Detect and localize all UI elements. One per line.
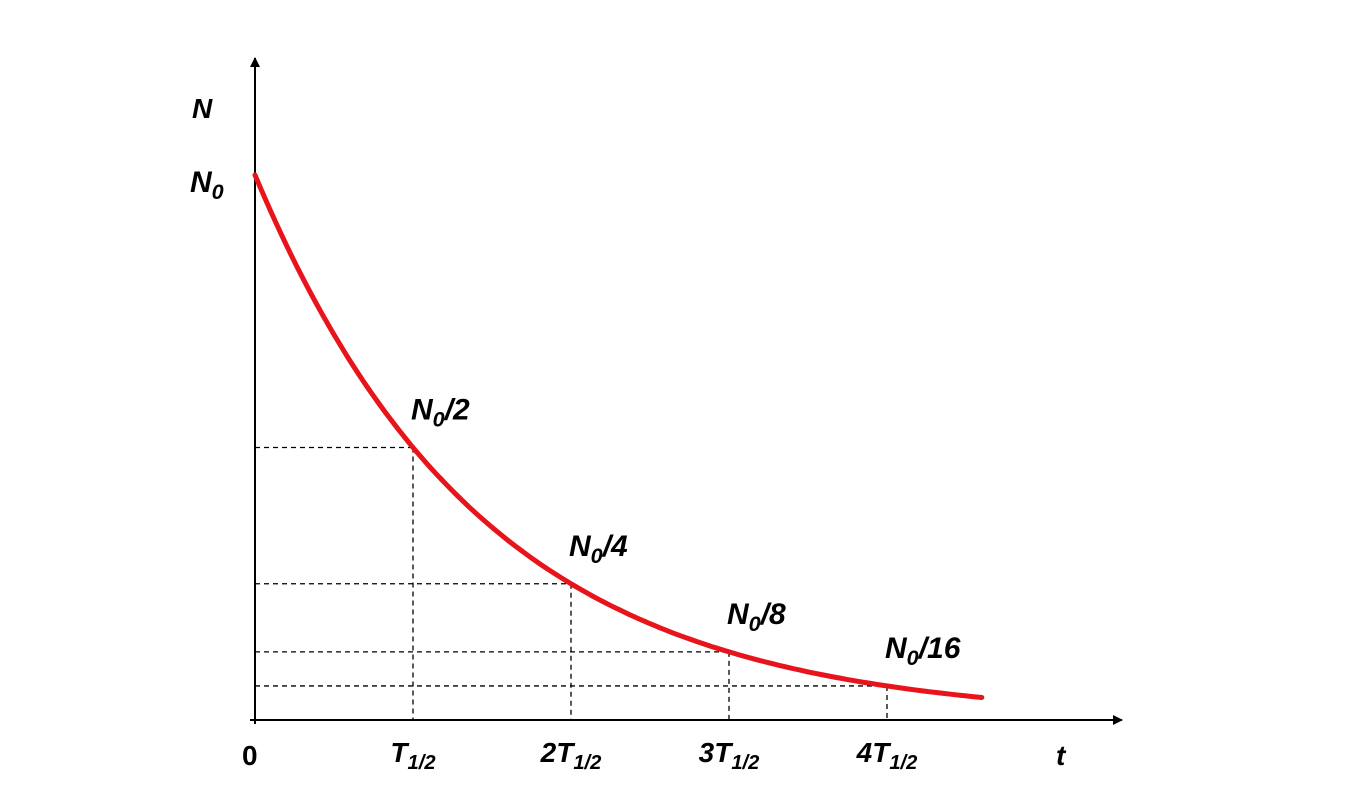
x-tick-label: T1/2: [390, 737, 435, 774]
x-tick-label: 4T1/2: [856, 737, 918, 774]
guide-lines: [255, 446, 888, 720]
decay-curve: [252, 172, 985, 700]
annotation-label: N0/8: [727, 598, 786, 636]
y-axis-label: N: [192, 93, 213, 124]
y0-label: N0: [190, 166, 224, 204]
annotation-label: N0/4: [569, 530, 628, 568]
curve-annotations: N0/2 N0/4 N0/8 N0/16: [411, 394, 961, 670]
x-tick-labels: T1/2 2T1/2 3T1/2 4T1/2: [390, 737, 917, 774]
annotation-label: N0/2: [411, 394, 470, 432]
annotation-label: N0/16: [885, 632, 961, 670]
x-tick-label: 2T1/2: [540, 737, 602, 774]
origin-label: 0: [242, 740, 258, 771]
x-tick-label: 3T1/2: [699, 737, 760, 774]
x-axis-label: t: [1056, 740, 1067, 771]
